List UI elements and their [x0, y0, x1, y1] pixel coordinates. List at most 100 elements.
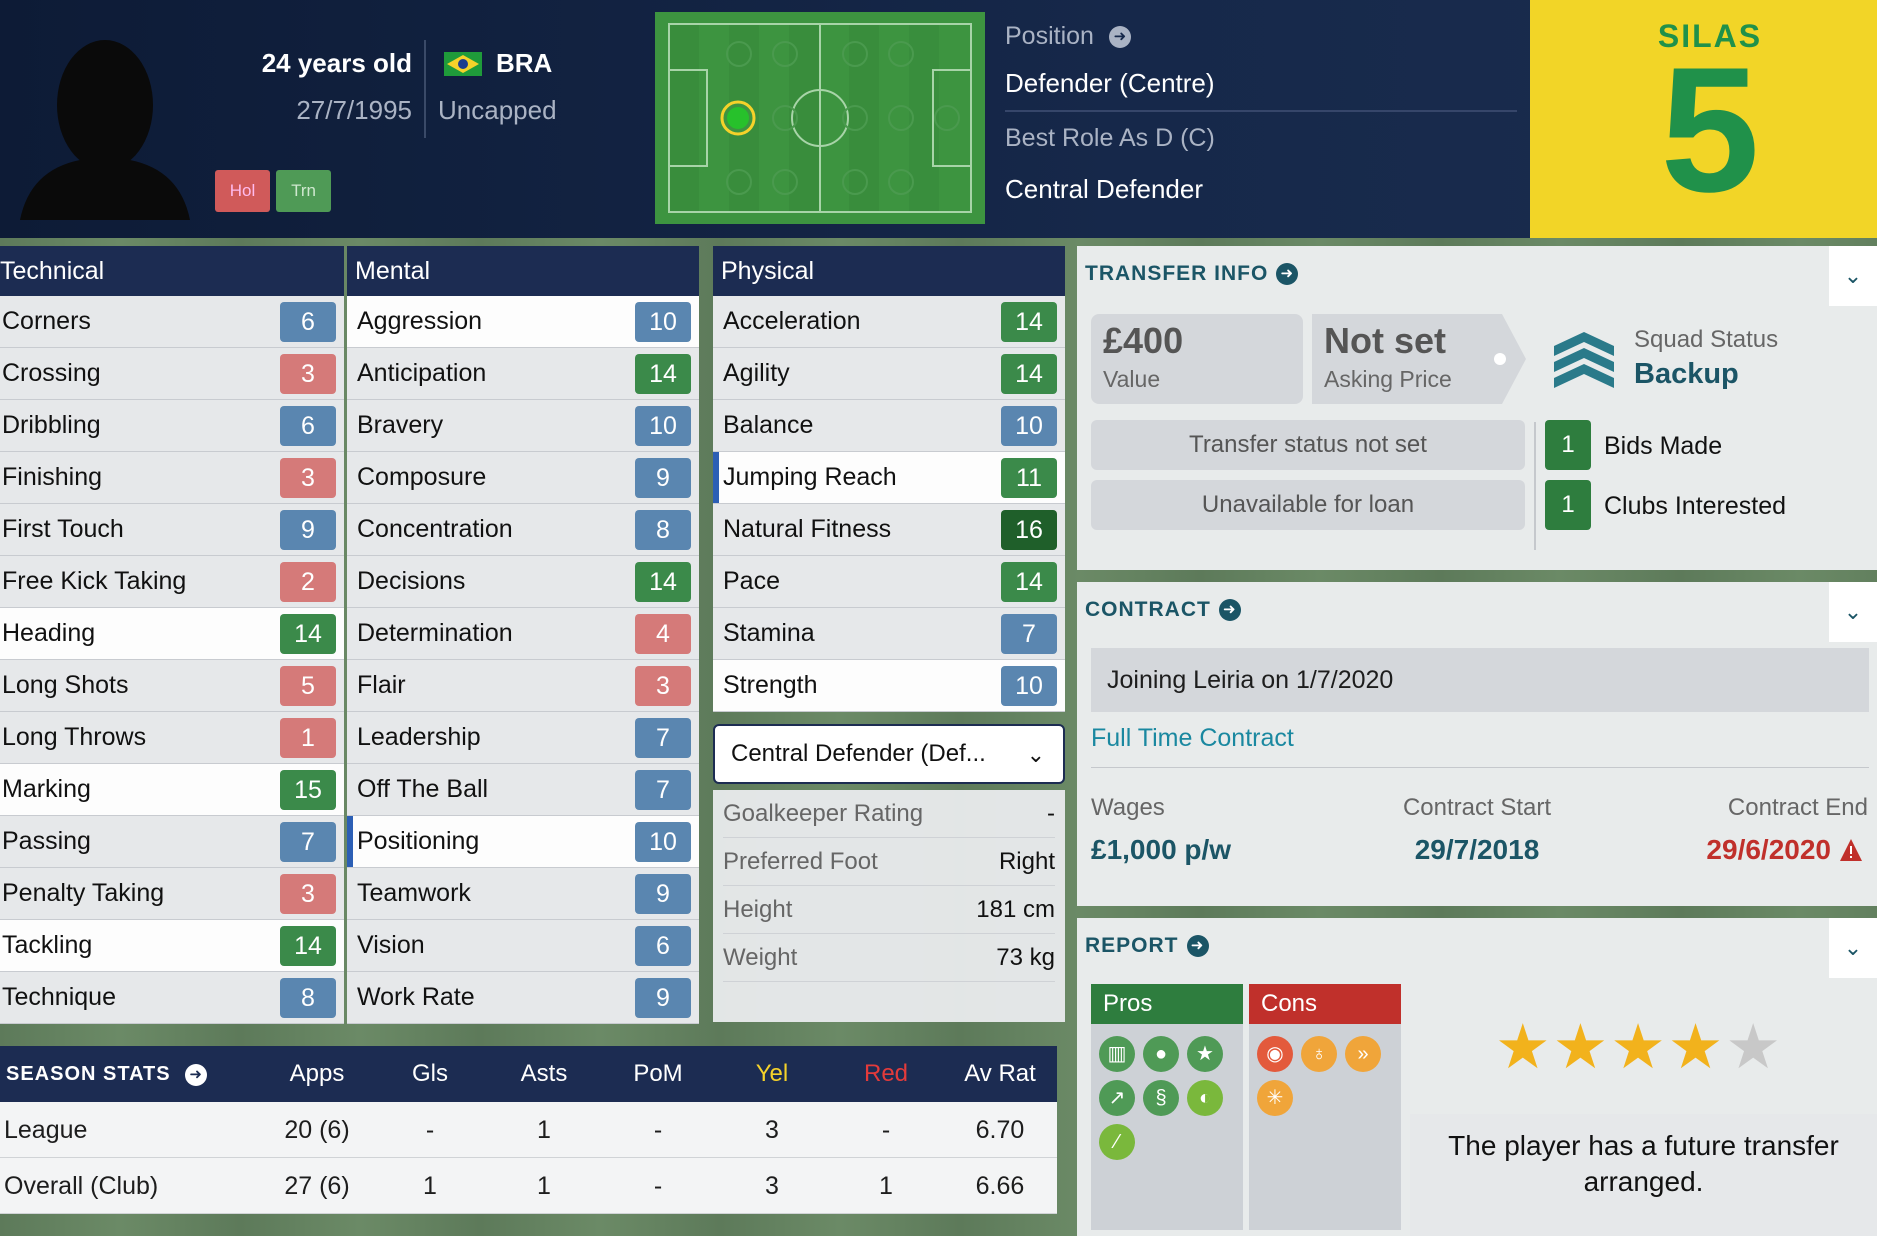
attribute-row[interactable]: Free Kick Taking 2 — [0, 556, 344, 608]
attribute-row[interactable]: Crossing 3 — [0, 348, 344, 400]
contract-type[interactable]: Full Time Contract — [1091, 724, 1294, 752]
attribute-row[interactable]: Leadership 7 — [347, 712, 699, 764]
position-pitch[interactable] — [655, 12, 985, 224]
sparkle-icon[interactable]: ✳ — [1257, 1080, 1293, 1116]
position-value: Defender (Centre) — [1005, 68, 1215, 98]
attribute-row[interactable]: Passing 7 — [0, 816, 344, 868]
role-dropdown[interactable]: Central Defender (Def... ⌄ — [713, 724, 1065, 784]
attribute-row[interactable]: Long Throws 1 — [0, 712, 344, 764]
attribute-row[interactable]: Decisions 14 — [347, 556, 699, 608]
arrow-right-icon[interactable]: ➜ — [1276, 263, 1299, 286]
clubs-label[interactable]: Clubs Interested — [1604, 492, 1787, 520]
attribute-row[interactable]: Corners 6 — [0, 296, 344, 348]
player-dob: 27/7/1995 — [296, 95, 412, 125]
attribute-row[interactable]: Dribbling 6 — [0, 400, 344, 452]
attribute-row[interactable]: Flair 3 — [347, 660, 699, 712]
warning-icon — [1840, 839, 1862, 861]
dna-icon[interactable]: § — [1143, 1080, 1179, 1116]
attribute-row[interactable]: Natural Fitness 16 — [713, 504, 1065, 556]
chevron-down-icon[interactable]: ⌄ — [1829, 582, 1877, 642]
arrow-right-icon[interactable]: ➜ — [185, 1063, 208, 1086]
attribute-row[interactable]: Off The Ball 7 — [347, 764, 699, 816]
attribute-row[interactable]: Finishing 3 — [0, 452, 344, 504]
bandage-icon[interactable]: ⁄ — [1099, 1124, 1135, 1160]
attribute-row[interactable]: First Touch 9 — [0, 504, 344, 556]
asking-price-label: Asking Price — [1324, 366, 1452, 392]
stats-cell: 3 — [765, 1116, 779, 1144]
attribute-row[interactable]: Composure 9 — [347, 452, 699, 504]
training-badge[interactable]: Trn — [276, 170, 331, 212]
stats-cell: 1 — [537, 1172, 551, 1200]
asking-price-tile[interactable]: Not set Asking Price — [1312, 314, 1512, 404]
attribute-row[interactable]: Work Rate 9 — [347, 972, 699, 1024]
bids-label[interactable]: Bids Made — [1604, 432, 1723, 460]
transfer-info-title[interactable]: TRANSFER INFO ➜ — [1085, 262, 1299, 286]
head-icon[interactable]: ◐ — [1187, 1080, 1223, 1116]
season-stats-title[interactable]: SEASON STATS ➜ — [6, 1046, 208, 1102]
attribute-row[interactable]: Determination 4 — [347, 608, 699, 660]
squad-status-value[interactable]: Backup — [1634, 358, 1739, 390]
attribute-row[interactable]: Pace 14 — [713, 556, 1065, 608]
attribute-row[interactable]: Long Shots 5 — [0, 660, 344, 712]
attribute-row[interactable]: Tackling 14 — [0, 920, 344, 972]
attribute-row[interactable]: Vision 6 — [347, 920, 699, 972]
attribute-row[interactable]: Bravery 10 — [347, 400, 699, 452]
attribute-value: 14 — [280, 926, 336, 966]
attribute-name: Teamwork — [357, 879, 471, 907]
attribute-row[interactable]: Acceleration 14 — [713, 296, 1065, 348]
attribute-row[interactable]: Agility 14 — [713, 348, 1065, 400]
attribute-row[interactable]: Penalty Taking 3 — [0, 868, 344, 920]
transfer-status-button[interactable]: Transfer status not set — [1091, 420, 1525, 470]
star-filled-icon: ★ — [1610, 1013, 1666, 1082]
whistle-icon[interactable]: ◉ — [1257, 1036, 1293, 1072]
col-red[interactable]: Red — [863, 1060, 909, 1087]
book-icon[interactable]: ▥ — [1099, 1036, 1135, 1072]
attribute-row[interactable]: Anticipation 14 — [347, 348, 699, 400]
star-filled-icon: ★ — [1495, 1013, 1551, 1082]
col-apps[interactable]: Apps — [289, 1060, 345, 1087]
stats-cell: 3 — [765, 1172, 779, 1200]
chevron-down-icon[interactable]: ⌄ — [1829, 246, 1877, 306]
trend-up-icon[interactable]: ↗ — [1099, 1080, 1135, 1116]
arrow-right-icon[interactable]: ➜ — [1218, 599, 1241, 622]
col-yellow[interactable]: Yel — [755, 1060, 789, 1087]
stats-row-league[interactable]: League 20 (6) - 1 - 3 - 6.70 — [0, 1102, 1057, 1158]
report-note: The player has a future transfer arrange… — [1410, 1114, 1877, 1236]
info-value: 181 cm — [976, 896, 1055, 923]
attribute-row[interactable]: Teamwork 9 — [347, 868, 699, 920]
attribute-row[interactable]: Technique 8 — [0, 972, 344, 1024]
arrow-right-icon[interactable]: ➜ — [1108, 26, 1131, 49]
contract-title[interactable]: CONTRACT ➜ — [1085, 598, 1241, 622]
attribute-row[interactable]: Strength 10 — [713, 660, 1065, 712]
col-avg-rating[interactable]: Av Rat — [964, 1060, 1036, 1087]
moneybag-icon[interactable]: ♁ — [1301, 1036, 1337, 1072]
info-label: Height — [723, 896, 793, 923]
col-assists[interactable]: Asts — [520, 1060, 568, 1087]
chevron-down-icon[interactable]: ⌄ — [1829, 918, 1877, 978]
attribute-row[interactable]: Positioning 10 — [347, 816, 699, 868]
report-title[interactable]: REPORT ➜ — [1085, 934, 1209, 958]
attribute-name: Crossing — [2, 359, 101, 387]
international-caps: Uncapped — [438, 95, 557, 125]
speed-icon[interactable]: » — [1345, 1036, 1381, 1072]
attribute-row[interactable]: Stamina 7 — [713, 608, 1065, 660]
attribute-row[interactable]: Heading 14 — [0, 608, 344, 660]
stats-row-overall[interactable]: Overall (Club) 27 (6) 1 1 - 3 1 6.66 — [0, 1158, 1057, 1214]
contract-joining: Joining Leiria on 1/7/2020 — [1091, 648, 1869, 712]
col-goals[interactable]: Gls — [412, 1060, 448, 1087]
star-icon[interactable]: ★ — [1187, 1036, 1223, 1072]
holiday-badge[interactable]: Hol — [215, 170, 270, 212]
arrow-right-icon[interactable]: ➜ — [1186, 935, 1209, 958]
position-label[interactable]: Position ➜ — [1005, 22, 1131, 51]
speech-icon[interactable]: ● — [1143, 1036, 1179, 1072]
stats-cell: 1 — [879, 1172, 893, 1200]
attribute-row[interactable]: Concentration 8 — [347, 504, 699, 556]
loan-status-button[interactable]: Unavailable for loan — [1091, 480, 1525, 530]
col-pom[interactable]: PoM — [633, 1060, 683, 1087]
attribute-row[interactable]: Jumping Reach 11 — [713, 452, 1065, 504]
attribute-row[interactable]: Marking 15 — [0, 764, 344, 816]
attribute-row[interactable]: Aggression 10 — [347, 296, 699, 348]
attribute-name: Free Kick Taking — [2, 567, 187, 595]
nationality[interactable]: BRA — [496, 48, 553, 78]
attribute-row[interactable]: Balance 10 — [713, 400, 1065, 452]
